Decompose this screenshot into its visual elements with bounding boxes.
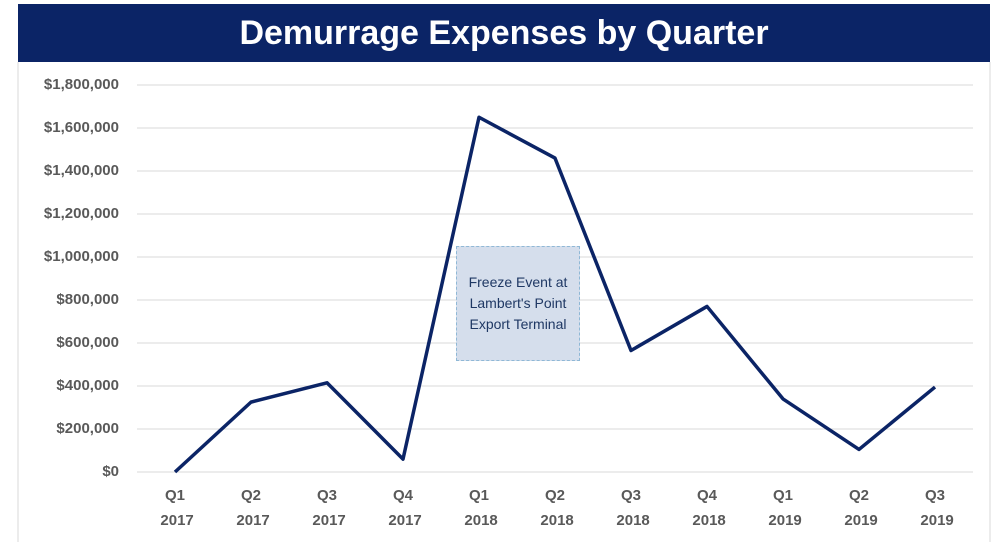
- y-tick-label: $600,000: [56, 334, 119, 351]
- x-tick-label: Q2 2018: [536, 487, 574, 529]
- x-tick-label: Q2 2017: [232, 487, 270, 529]
- chart-title: Demurrage Expenses by Quarter: [18, 4, 990, 62]
- y-tick-label: $1,800,000: [44, 76, 119, 93]
- x-tick-label: Q4 2017: [384, 487, 422, 529]
- x-tick-label: Q4 2018: [688, 487, 726, 529]
- x-tick-label: Q2 2019: [840, 487, 878, 529]
- line: [173, 115, 937, 474]
- y-tick-label: $1,600,000: [44, 119, 119, 136]
- y-tick-label: $1,000,000: [44, 248, 119, 265]
- x-tick-label: Q3 2018: [612, 487, 650, 529]
- y-tick-label: $1,200,000: [44, 205, 119, 222]
- annotation: Freeze Event at Lambert's Point Export T…: [456, 246, 580, 361]
- x-tick-label: Q1 2018: [460, 487, 498, 529]
- y-tick-label: $400,000: [56, 377, 119, 394]
- y-tick-label: $1,400,000: [44, 162, 119, 179]
- y-tick-label: $200,000: [56, 420, 119, 437]
- x-tick-label: Q3 2019: [916, 487, 954, 529]
- y-tick-label: $800,000: [56, 291, 119, 308]
- x-tick-label: Q1 2019: [764, 487, 802, 529]
- x-tick-label: Q3 2017: [308, 487, 346, 529]
- x-tick-label: Q1 2017: [156, 487, 194, 529]
- y-tick-label: $0: [102, 463, 119, 480]
